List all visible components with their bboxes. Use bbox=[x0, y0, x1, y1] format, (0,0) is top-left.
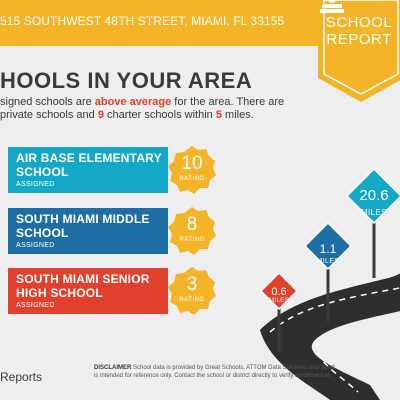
rating-value: 3 bbox=[186, 274, 198, 295]
badge-title-line2: REPORT bbox=[326, 31, 392, 48]
school-report-badge: SCHOOL REPORT bbox=[318, 0, 400, 104]
school-tag: ASSIGNED bbox=[16, 181, 55, 188]
summary-highlight-above-average: above average bbox=[94, 96, 172, 108]
distance-sign-far: 20.6 MILES bbox=[346, 168, 400, 278]
disclaimer-line2: is intended for reference only. Contact … bbox=[94, 373, 331, 379]
disclaimer-label: DISCLAIMER bbox=[94, 365, 132, 371]
rating-badge-shape bbox=[168, 267, 216, 315]
books-apple-icon bbox=[320, 0, 344, 13]
rating-badge-high: 3 RATING bbox=[168, 267, 216, 315]
sign-unit: MILES bbox=[268, 298, 289, 304]
property-address: 515 SOUTHWEST 48TH STREET, MIAMI, FL 331… bbox=[0, 14, 285, 28]
badge-title-line1: SCHOOL bbox=[325, 14, 393, 31]
sign-shape bbox=[346, 168, 400, 278]
disclaimer: DISCLAIMER School data is provided by Gr… bbox=[94, 364, 400, 380]
rating-badge-elementary: 10 RATING bbox=[168, 146, 216, 194]
school-tag: ASSIGNED bbox=[16, 302, 55, 309]
rating-value: 10 bbox=[181, 153, 203, 174]
summary-part4: charter schools within bbox=[103, 109, 216, 121]
sign-unit: MILES bbox=[316, 258, 340, 265]
summary-text: signed schools are above average for the… bbox=[0, 96, 310, 122]
summary-part3: private schools and bbox=[0, 109, 98, 121]
disclaimer-line1: School data is provided by Great Schools… bbox=[131, 365, 335, 371]
badge-shape bbox=[318, 0, 400, 102]
distance-sign-near: 0.6 MILES bbox=[259, 272, 299, 352]
school-card-elementary: AIR BASE ELEMENTARY SCHOOL ASSIGNED bbox=[8, 147, 168, 193]
sign-unit: MILES bbox=[360, 208, 387, 217]
school-name: SOUTH MIAMI SENIOR HIGH SCHOOL bbox=[16, 272, 150, 300]
footer-logo: Reports bbox=[0, 370, 43, 384]
school-card-middle: SOUTH MIAMI MIDDLE SCHOOL ASSIGNED bbox=[8, 208, 168, 254]
rating-value: 8 bbox=[186, 214, 198, 235]
summary-highlight-miles: 5 bbox=[215, 109, 222, 121]
school-tag: ASSIGNED bbox=[16, 242, 55, 249]
rating-label: RATING bbox=[179, 176, 205, 182]
rating-label: RATING bbox=[179, 297, 205, 303]
rating-badge-shape bbox=[168, 146, 216, 194]
rating-badge-middle: 8 RATING bbox=[168, 207, 216, 255]
page-title: HOOLS IN YOUR AREA bbox=[0, 68, 253, 93]
rating-badge-shape bbox=[168, 207, 216, 255]
distance-sign-mid: 1.1 MILES bbox=[303, 222, 353, 322]
sign-distance: 0.6 bbox=[271, 286, 287, 298]
summary-part5: miles. bbox=[221, 109, 254, 121]
school-name: AIR BASE ELEMENTARY SCHOOL bbox=[16, 151, 162, 179]
sign-distance: 20.6 bbox=[359, 187, 389, 204]
sign-distance: 1.1 bbox=[319, 242, 337, 256]
school-name: SOUTH MIAMI MIDDLE SCHOOL bbox=[16, 212, 150, 240]
summary-part2: for the area. There are bbox=[171, 96, 285, 108]
summary-part1: signed schools are bbox=[0, 96, 95, 108]
summary-highlight-charter-count: 9 bbox=[97, 109, 104, 121]
road-illustration bbox=[260, 273, 400, 400]
rating-label: RATING bbox=[179, 237, 205, 243]
sign-shape bbox=[303, 222, 353, 322]
school-card-high: SOUTH MIAMI SENIOR HIGH SCHOOL ASSIGNED bbox=[8, 268, 168, 314]
sign-shape bbox=[259, 272, 299, 352]
